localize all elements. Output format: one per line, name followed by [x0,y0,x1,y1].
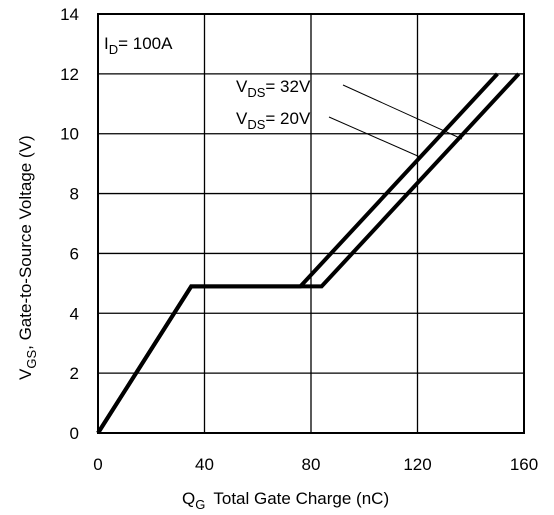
y-tick-label-4: 8 [70,185,79,204]
x-axis-label: QG Total Gate Charge (nC) [182,489,389,512]
y-tick-label-7: 14 [60,5,79,24]
series-20v-rest: = 20V [265,109,311,128]
x-axis-label-sub: G [195,497,205,512]
plot-frame [97,13,525,434]
y-tick-label-0: 0 [70,424,79,443]
series-label-32v: VDS= 32V [236,77,311,100]
y-tick-label-3: 6 [70,244,79,263]
condition-main: I [104,34,109,53]
condition-sub: D [109,42,118,57]
leader-line-32v [342,84,463,140]
series-32v-sub: DS [247,85,265,100]
annotation-leaders [328,84,463,158]
series-label-20v: VDS= 20V [236,109,311,132]
y-axis-label-main: V [16,368,35,380]
series-line-20v [96,72,499,435]
y-tick-label-1: 2 [70,364,79,383]
x-tick-label-0: 0 [93,455,102,474]
series-32v-rest: = 32V [265,77,311,96]
x-tick-labels: 0 40 80 120 160 [93,455,538,474]
x-tick-label-2: 80 [302,455,321,474]
y-axis-label-rest: , Gate-to-Source Voltage (V) [16,135,35,350]
leader-line-20v [328,116,421,158]
x-tick-label-4: 160 [510,455,538,474]
x-tick-label-1: 40 [195,455,214,474]
y-axis-label: VGS, Gate-to-Source Voltage (V) [16,135,39,380]
condition-label: ID= 100A [104,34,173,57]
x-tick-label-3: 120 [403,455,431,474]
y-tick-label-6: 12 [60,65,79,84]
series-20v-main: V [236,109,248,128]
condition-rest: = 100A [118,34,173,53]
y-tick-label-2: 4 [70,304,79,323]
y-tick-label-5: 10 [60,125,79,144]
grid-lines [98,14,524,433]
x-axis-label-rest: Total Gate Charge (nC) [213,489,389,508]
series-20v-sub: DS [247,117,265,132]
series-32v-main: V [236,77,248,96]
series-group [96,72,521,435]
y-tick-labels: 0 2 4 6 8 10 12 14 [60,5,79,443]
x-axis-label-main: Q [182,489,195,508]
y-axis-label-sub: GS [24,350,39,369]
